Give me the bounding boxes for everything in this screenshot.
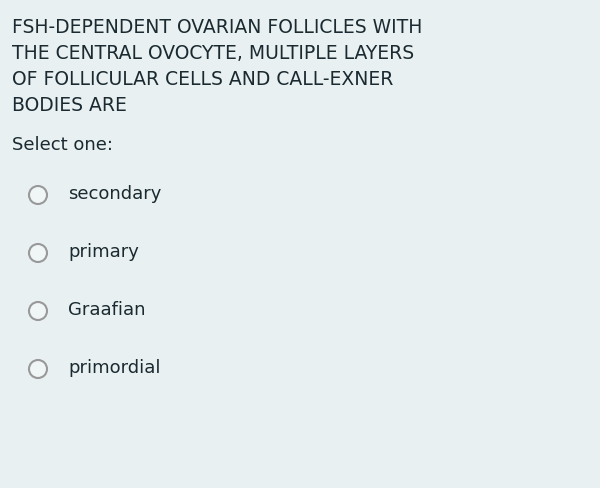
Circle shape	[29, 186, 47, 204]
Circle shape	[29, 303, 47, 320]
Text: primary: primary	[68, 243, 139, 261]
Circle shape	[29, 360, 47, 378]
Text: primordial: primordial	[68, 358, 161, 376]
Text: THE CENTRAL OVOCYTE, MULTIPLE LAYERS: THE CENTRAL OVOCYTE, MULTIPLE LAYERS	[12, 44, 414, 63]
Text: OF FOLLICULAR CELLS AND CALL-EXNER: OF FOLLICULAR CELLS AND CALL-EXNER	[12, 70, 394, 89]
Circle shape	[29, 244, 47, 263]
Text: BODIES ARE: BODIES ARE	[12, 96, 127, 115]
Text: Select one:: Select one:	[12, 136, 113, 154]
Text: Graafian: Graafian	[68, 301, 146, 318]
Text: secondary: secondary	[68, 184, 161, 203]
Text: FSH-DEPENDENT OVARIAN FOLLICLES WITH: FSH-DEPENDENT OVARIAN FOLLICLES WITH	[12, 18, 422, 37]
